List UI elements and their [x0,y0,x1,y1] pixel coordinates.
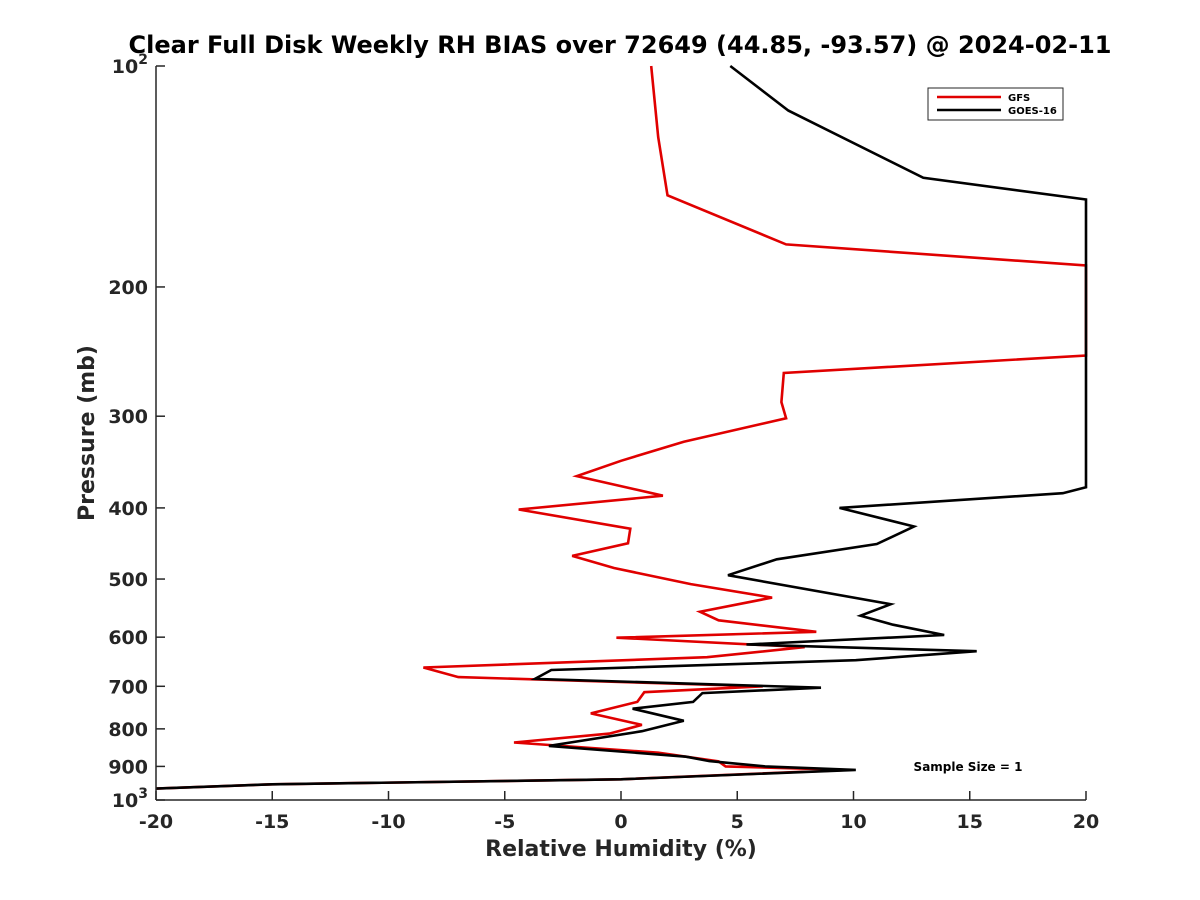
y-tick-label: 300 [108,406,148,428]
legend-items: GFS GOES-16 [937,93,1057,117]
y-axis-label: Pressure (mb) [75,345,100,521]
y-ticks: 102 200 300 400 500 600 700 800 900 103 [108,52,165,812]
x-tick-label: -20 [139,811,173,833]
y-tick-label: 400 [108,498,148,520]
series-line-gfs [155,65,1088,790]
y-tick-label: 103 [112,786,148,812]
y-tick-label: 800 [108,719,148,741]
chart-title: Clear Full Disk Weekly RH BIAS over 7264… [129,31,1112,59]
series-layer [155,64,1088,790]
plot-background [156,66,1086,800]
y-tick-label: 700 [108,676,148,698]
x-tick-label: -15 [255,811,289,833]
y-tick-label: 900 [108,756,148,778]
x-tick-label: 0 [614,811,627,833]
x-ticks: -20 -15 -10 -5 0 5 10 15 20 [139,791,1099,833]
y-tick-label: 600 [108,627,148,649]
series-line-goes-16 [155,64,1088,790]
x-tick-label: 10 [840,811,866,833]
x-tick-label: 5 [731,811,744,833]
legend-label: GFS [1008,93,1030,104]
y-tick-label: 102 [112,52,148,78]
x-tick-label: 15 [957,811,983,833]
x-axis-label: Relative Humidity (%) [485,837,757,862]
y-tick-label: 200 [108,277,148,299]
legend-label: GOES-16 [1008,106,1057,117]
sample-size-annotation: Sample Size = 1 [914,760,1023,774]
x-tick-label: -5 [494,811,515,833]
legend: GFS GOES-16 [927,87,1064,121]
y-tick-label: 500 [108,569,148,591]
x-tick-label: -10 [371,811,405,833]
x-tick-label: 20 [1073,811,1099,833]
legend-box [927,87,1064,121]
plot-area: -20 -15 -10 -5 0 5 10 15 20 102 200 300 400 500 600 70… [108,52,1099,833]
